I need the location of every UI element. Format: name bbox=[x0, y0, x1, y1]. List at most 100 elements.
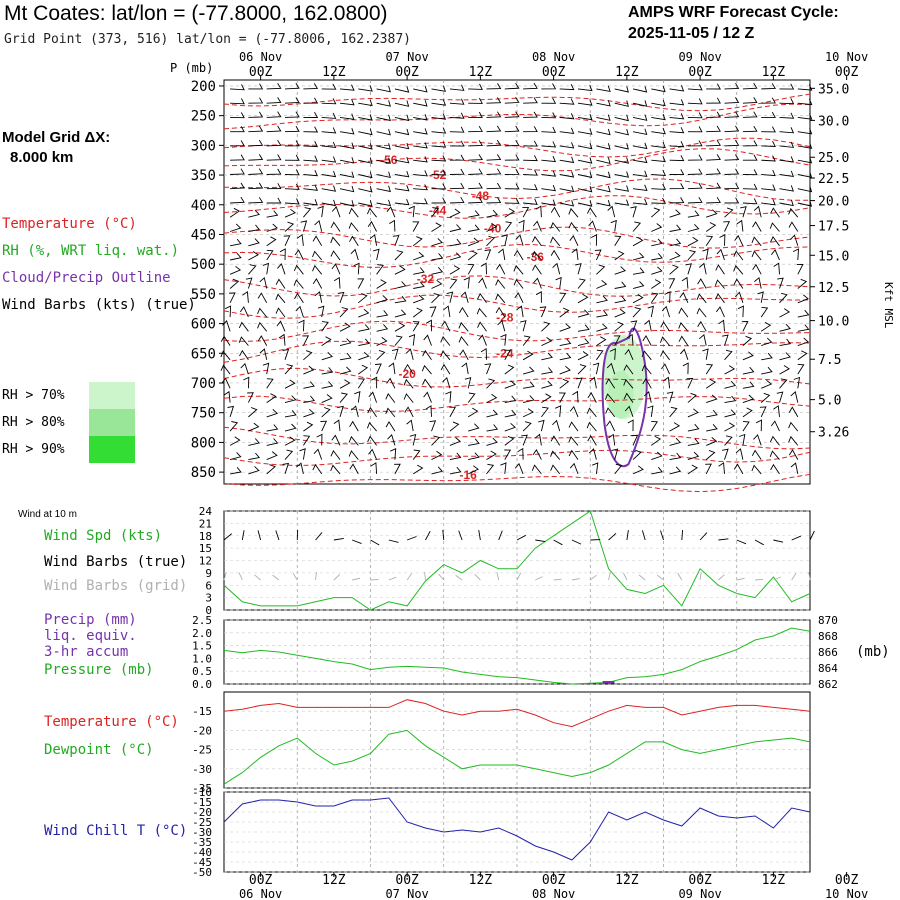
wind-barb bbox=[604, 393, 616, 403]
wind-barb bbox=[760, 392, 771, 403]
wind-barb bbox=[596, 323, 608, 332]
wind-barb bbox=[266, 424, 279, 432]
surface-grid-barb bbox=[496, 572, 500, 581]
wind-barb bbox=[742, 351, 754, 361]
top-day-label: 07 Nov bbox=[385, 50, 428, 64]
top-time-label: 12Z bbox=[469, 65, 493, 80]
wind-barb bbox=[468, 182, 483, 190]
pressure-tick-label: 800 bbox=[191, 435, 216, 451]
wind-barb bbox=[282, 348, 290, 360]
wind-barb bbox=[769, 450, 780, 460]
wind-barb bbox=[441, 320, 451, 332]
wind-barb bbox=[331, 206, 341, 218]
wind-barb bbox=[431, 207, 440, 218]
wind-barb bbox=[742, 111, 758, 118]
wind-barb bbox=[486, 125, 502, 133]
wind-barb bbox=[468, 224, 480, 232]
bottom-time-label: 00Z bbox=[542, 873, 566, 888]
surface-grid-barb bbox=[535, 576, 543, 581]
wind-barb bbox=[468, 97, 483, 104]
wind-barb bbox=[651, 279, 662, 289]
wind-barb bbox=[468, 452, 480, 461]
wind-barb bbox=[742, 407, 753, 418]
wind-barb bbox=[559, 142, 575, 149]
wind-barb bbox=[486, 235, 496, 247]
wind-barb bbox=[358, 200, 373, 207]
wind-barb bbox=[321, 394, 333, 404]
wind-barb bbox=[687, 408, 699, 418]
wind-speed-tick-label: 21 bbox=[199, 517, 212, 530]
wind-barb bbox=[647, 405, 654, 417]
wind-barb bbox=[651, 113, 666, 121]
wind-barb bbox=[440, 363, 451, 375]
wind-barb bbox=[541, 337, 553, 347]
wind-barb bbox=[478, 277, 487, 289]
wind-barb bbox=[632, 465, 644, 475]
wind-barb bbox=[761, 199, 776, 206]
pressure-tick-label-right: 866 bbox=[818, 646, 838, 659]
wind-barb bbox=[723, 221, 731, 232]
wind-barb bbox=[523, 169, 538, 176]
wind-barb bbox=[779, 185, 794, 192]
wind-barb bbox=[296, 462, 304, 474]
wind-barb bbox=[624, 405, 634, 418]
wind-barb bbox=[632, 221, 642, 232]
wind-barb bbox=[532, 264, 542, 275]
wind-barb bbox=[559, 323, 571, 332]
wind-barb bbox=[577, 364, 587, 375]
pressure-tick-label-right: 864 bbox=[818, 662, 838, 675]
wind-barb bbox=[687, 196, 703, 204]
wind-barb bbox=[699, 262, 707, 275]
wind-barb bbox=[449, 437, 461, 446]
bottom-time-label: 12Z bbox=[322, 873, 346, 888]
wind-barb bbox=[468, 168, 483, 175]
windchill-tick-label: -20 bbox=[192, 806, 212, 819]
wind-barb bbox=[742, 140, 758, 147]
wind-barb bbox=[660, 350, 670, 361]
surface-grid-barb bbox=[370, 578, 379, 581]
wind-barb bbox=[486, 83, 502, 90]
windchill-tick-label: -15 bbox=[192, 796, 212, 809]
wind-barb bbox=[651, 155, 666, 163]
wind-barb bbox=[321, 381, 334, 389]
wind-barb bbox=[623, 392, 634, 403]
surface-grid-barb bbox=[438, 573, 445, 581]
wind-barb bbox=[651, 141, 666, 149]
wind-barb bbox=[724, 365, 736, 375]
surface-wind-barb bbox=[223, 533, 232, 541]
wind-barb bbox=[550, 236, 561, 247]
wind-barb bbox=[679, 348, 689, 360]
wind-barb bbox=[316, 433, 323, 446]
wind-barb bbox=[586, 407, 597, 418]
wind-barb bbox=[449, 126, 465, 133]
wind-barb bbox=[790, 462, 799, 474]
wind-barb bbox=[719, 234, 726, 246]
wind-barb bbox=[751, 250, 762, 261]
wind-barb bbox=[632, 294, 644, 304]
wind-barb bbox=[614, 235, 622, 247]
wind-barb bbox=[464, 377, 472, 389]
wind-barb bbox=[669, 183, 685, 190]
wind-barb bbox=[303, 126, 319, 133]
wind-barb bbox=[463, 276, 470, 289]
bottom-time-label: 12Z bbox=[615, 873, 639, 888]
wind-barb bbox=[230, 140, 245, 147]
wind-barb bbox=[366, 207, 377, 218]
wind-barb bbox=[504, 197, 520, 204]
wind-barb bbox=[761, 352, 773, 361]
wind-barb bbox=[248, 251, 259, 261]
wind-barb bbox=[697, 320, 707, 332]
wind-barb bbox=[321, 127, 337, 134]
pressure-tick-label: 300 bbox=[191, 138, 216, 154]
wind-barb bbox=[284, 125, 300, 133]
wind-barb bbox=[394, 309, 407, 318]
wind-barb bbox=[614, 114, 629, 122]
wind-barb bbox=[486, 393, 498, 404]
wind-barb bbox=[376, 185, 391, 193]
bottom-time-label: 00Z bbox=[395, 873, 419, 888]
wind-speed-tick-label: 15 bbox=[199, 542, 212, 555]
wind-barb bbox=[284, 111, 300, 118]
bottom-day-label: 09 Nov bbox=[678, 887, 721, 900]
wind-barb bbox=[266, 249, 274, 261]
wind-barb bbox=[596, 199, 611, 207]
